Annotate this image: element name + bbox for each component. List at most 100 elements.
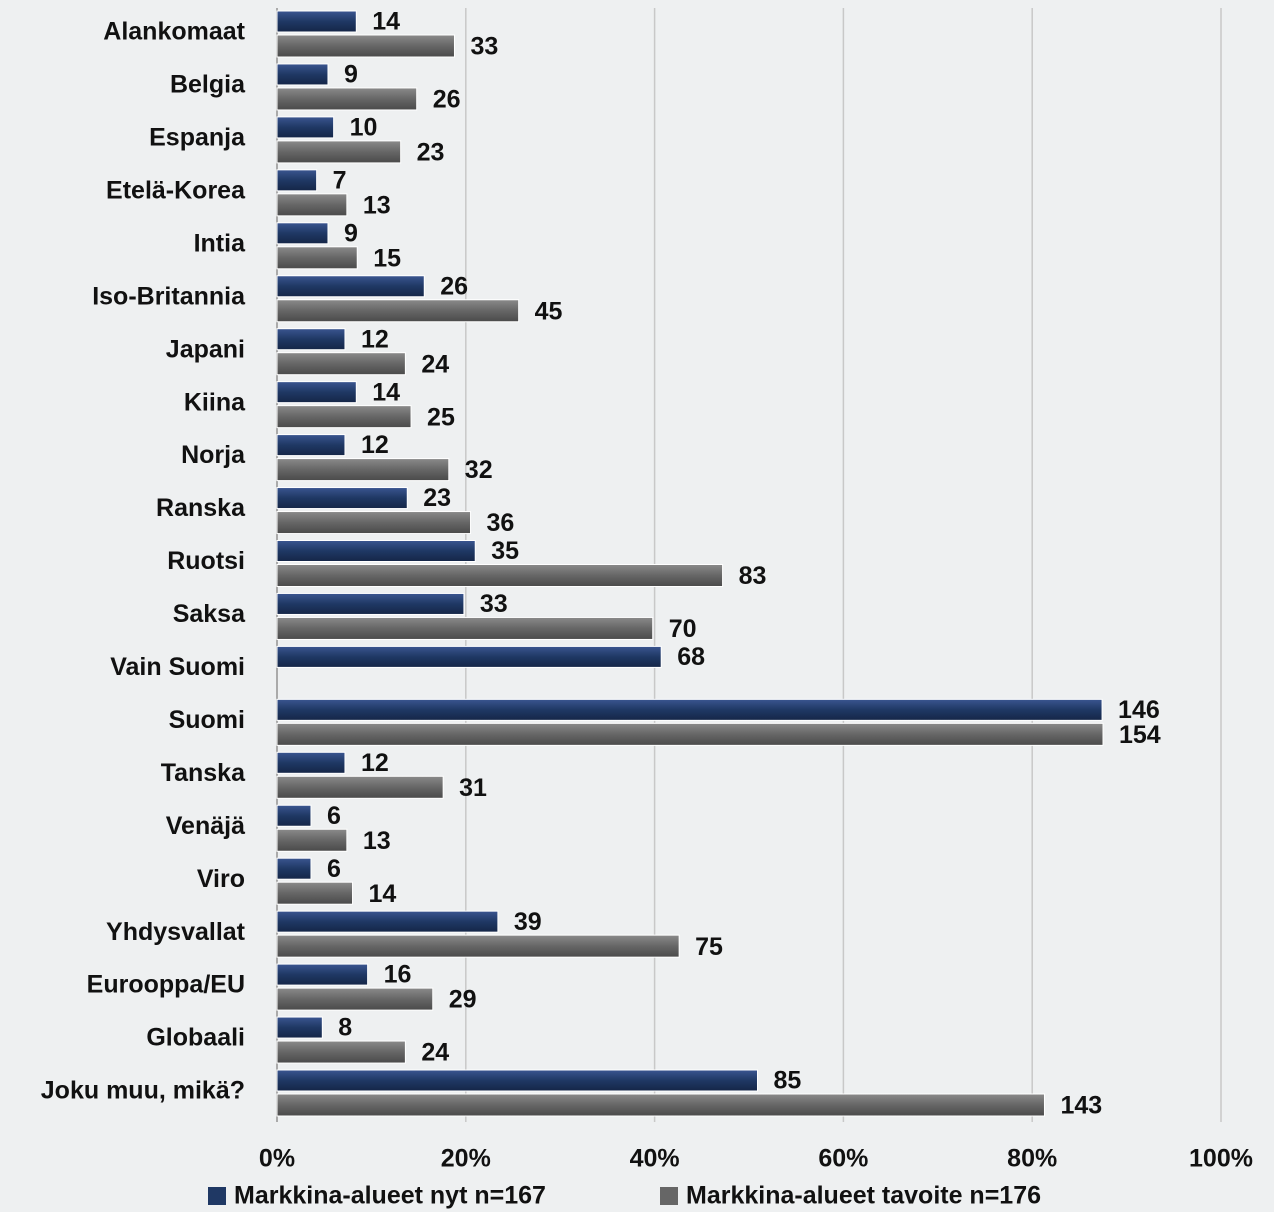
data-label: 39: [514, 908, 542, 936]
x-tick-label: 100%: [1189, 1145, 1253, 1173]
data-label: 14: [369, 880, 397, 908]
y-tick-label: Espanja: [149, 124, 246, 152]
data-label: 32: [465, 456, 493, 484]
bar: [276, 246, 358, 270]
data-label: 31: [459, 774, 487, 802]
y-tick-label: Joku muu, mikä?: [41, 1077, 245, 1105]
legend-label: Markkina-alueet tavoite n=176: [686, 1182, 1041, 1210]
data-label: 9: [344, 61, 358, 89]
data-label: 16: [384, 961, 412, 989]
data-label: 29: [449, 986, 477, 1014]
bar: [276, 645, 662, 668]
data-label: 13: [363, 827, 391, 855]
data-label: 24: [421, 350, 449, 378]
bar: [276, 881, 354, 905]
bar: [276, 193, 348, 217]
data-label: 10: [350, 114, 378, 142]
data-label: 6: [327, 802, 341, 830]
data-label: 9: [344, 219, 358, 247]
y-tick-label: Iso-Britannia: [92, 282, 246, 310]
bar: [276, 564, 724, 587]
bar: [276, 10, 357, 33]
bar: [276, 299, 520, 323]
x-tick-label: 0%: [259, 1145, 295, 1173]
bar: [276, 934, 680, 958]
y-tick-label: Viro: [197, 865, 245, 893]
data-label: 12: [361, 431, 389, 459]
data-label: 23: [423, 484, 451, 512]
bar: [276, 169, 318, 192]
bar: [276, 487, 408, 510]
y-tick-label: Venäjä: [166, 812, 245, 840]
data-label: 12: [361, 749, 389, 777]
data-label: 13: [363, 191, 391, 219]
data-label: 12: [361, 325, 389, 353]
data-label: 146: [1118, 696, 1160, 724]
y-tick-label: Belgia: [170, 71, 246, 99]
bar: [276, 1040, 406, 1064]
data-label: 6: [327, 855, 341, 883]
bar: [276, 540, 476, 562]
x-tick-label: 20%: [441, 1145, 491, 1173]
y-tick-label: Intia: [194, 229, 246, 257]
bar: [276, 828, 348, 852]
data-label: 85: [773, 1067, 801, 1095]
bar: [276, 592, 465, 615]
bar: [276, 1093, 1045, 1117]
bar: [276, 352, 406, 376]
x-tick-label: 80%: [1007, 1145, 1057, 1173]
data-label: 7: [333, 166, 347, 194]
bar: [276, 722, 1104, 746]
y-tick-label: Yhdysvallat: [106, 918, 246, 946]
bar: [276, 1069, 758, 1092]
bar: [276, 34, 455, 58]
data-label: 143: [1060, 1092, 1102, 1120]
data-label: 23: [417, 139, 445, 167]
bar: [276, 616, 654, 640]
data-label: 35: [491, 537, 519, 565]
data-label: 154: [1119, 721, 1161, 749]
bar: [276, 963, 369, 986]
data-label: 33: [480, 590, 508, 618]
x-tick-label: 40%: [630, 1145, 680, 1173]
bar: [276, 405, 412, 429]
bar: [276, 87, 418, 111]
y-tick-label: Suomi: [169, 706, 245, 734]
bar: [276, 910, 499, 933]
bar: [276, 116, 335, 139]
data-label: 26: [440, 272, 468, 300]
bar: [276, 275, 425, 298]
bar: [276, 63, 329, 86]
y-tick-label: Alankomaat: [103, 18, 245, 46]
data-label: 24: [421, 1039, 449, 1067]
bar: [276, 511, 472, 535]
data-label: 45: [535, 297, 563, 325]
bar: [276, 987, 434, 1011]
data-label: 83: [739, 562, 767, 590]
bar: [276, 775, 444, 799]
bar: [276, 458, 450, 482]
bar: [276, 857, 312, 880]
data-label: 15: [373, 244, 401, 272]
data-label: 36: [487, 509, 515, 537]
y-tick-label: Eurooppa/EU: [87, 971, 245, 999]
y-tick-label: Japani: [166, 335, 245, 363]
y-tick-label: Etelä-Korea: [106, 176, 246, 204]
y-tick-label: Kiina: [184, 388, 246, 416]
y-tick-label: Norja: [181, 441, 246, 469]
bar: [276, 222, 329, 245]
data-label: 14: [372, 8, 400, 36]
bar: [276, 751, 346, 774]
data-label: 75: [695, 933, 723, 961]
data-label: 14: [372, 378, 400, 406]
bar: [276, 381, 357, 404]
y-tick-label: Saksa: [173, 600, 246, 628]
data-label: 33: [470, 33, 498, 61]
bar: [276, 804, 312, 827]
bar: [276, 1016, 323, 1039]
bar: [276, 434, 346, 457]
y-tick-label: Globaali: [146, 1024, 245, 1052]
y-tick-label: Vain Suomi: [110, 653, 245, 681]
